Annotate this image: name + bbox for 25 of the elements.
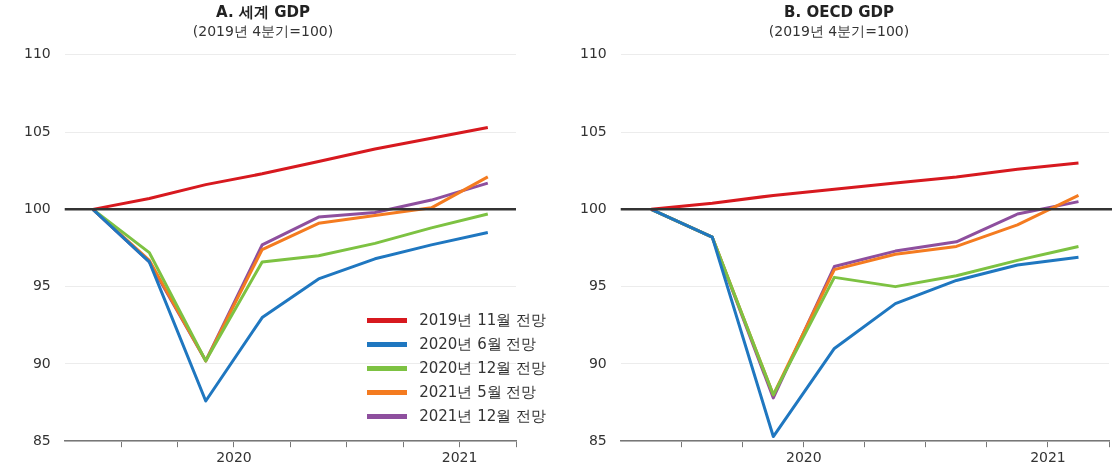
x-tick-label: 2020 [786,449,822,466]
y-tick-label: 105 [23,122,51,139]
y-tick-label: 100 [579,200,607,216]
chart-subtitle: (2019년 4분기=100) [768,23,910,40]
y-tick-label: 85 [32,431,51,448]
legend-label: 2020년 6월 전망 [419,334,537,355]
x-tick-label: 2021 [441,449,478,466]
chart-title: A. 세계 GDP [216,2,310,21]
y-tick-label: 110 [23,45,51,62]
x-tick-label: 2021 [1030,449,1066,466]
y-tick-label: 95 [32,277,51,294]
y-tick-label: 110 [579,45,607,62]
y-tick-label: 90 [32,354,51,371]
legend-label: 2021년 12월 전망 [419,406,546,427]
legend-label: 2020년 12월 전망 [419,358,546,379]
x-tick-label: 2020 [216,449,252,466]
y-tick-label: 100 [23,200,51,216]
chart-subtitle: (2019년 4분기=100) [192,23,334,40]
legend-label: 2021년 5월 전망 [419,382,537,403]
y-tick-label: 90 [588,354,607,371]
chart-title: B. OECD GDP [784,2,894,21]
y-tick-label: 85 [588,431,607,448]
legend-label: 2019년 11월 전망 [419,310,546,331]
y-tick-label: 95 [588,277,607,294]
y-tick-label: 105 [579,122,607,139]
